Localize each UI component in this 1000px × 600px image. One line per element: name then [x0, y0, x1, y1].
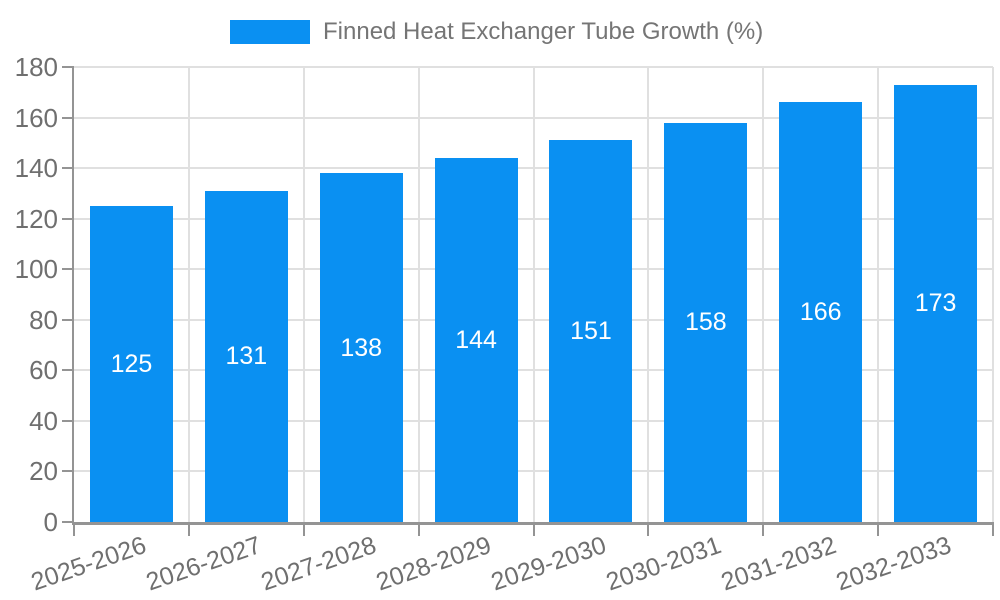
y-axis-label: 20 [29, 456, 58, 487]
y-axis-label: 40 [29, 405, 58, 436]
bar-value-label: 144 [455, 326, 497, 354]
y-axis-tick [62, 167, 74, 170]
bar-value-label: 138 [340, 333, 383, 362]
y-axis-line [72, 67, 74, 522]
x-gridline [532, 67, 535, 522]
bar[interactable] [664, 122, 748, 522]
y-axis-tick [62, 369, 74, 372]
bar-value-label: 151 [570, 317, 612, 346]
y-axis-label: 60 [29, 355, 58, 386]
bar-value-label: 125 [110, 350, 153, 378]
x-gridline [762, 67, 765, 522]
bar[interactable] [779, 102, 863, 522]
bar[interactable] [549, 140, 633, 522]
y-axis-label: 120 [14, 203, 58, 234]
y-axis-tick [62, 318, 74, 321]
y-axis-tick [62, 521, 74, 523]
x-axis-tick [532, 522, 535, 536]
y-axis-label: 180 [14, 52, 58, 82]
bar-value-label: 166 [799, 298, 842, 327]
bar-value-label: 131 [225, 342, 268, 371]
legend-label: Finned Heat Exchanger Tube Growth (%) [323, 18, 764, 45]
x-axis-tick [302, 522, 305, 536]
x-gridline [877, 67, 880, 522]
y-axis-label: 140 [14, 153, 58, 184]
x-axis-tick [877, 522, 880, 536]
y-axis-tick [62, 419, 74, 422]
x-axis-tick [73, 522, 75, 536]
x-axis-tick [992, 522, 994, 536]
bar[interactable] [894, 84, 978, 522]
x-axis-line [72, 522, 993, 525]
x-gridline [417, 67, 420, 522]
bar[interactable] [204, 190, 288, 522]
y-axis-tick [62, 66, 74, 68]
bar[interactable] [89, 206, 173, 522]
y-axis-label: 100 [14, 254, 58, 285]
bar[interactable] [319, 173, 403, 522]
y-axis-label: 0 [43, 507, 58, 537]
x-gridline [302, 67, 305, 522]
y-axis-label: 160 [14, 102, 58, 133]
x-axis-tick [762, 522, 765, 536]
x-gridline [992, 67, 994, 522]
bar-value-label: 173 [914, 289, 957, 318]
y-axis-tick [62, 268, 74, 271]
x-axis-tick [187, 522, 190, 536]
x-gridline [187, 67, 190, 522]
bar-value-label: 158 [684, 308, 727, 337]
y-axis-tick [62, 470, 74, 473]
x-gridline [647, 67, 650, 522]
legend-swatch [230, 20, 310, 44]
bar[interactable] [434, 158, 518, 522]
x-axis-tick [417, 522, 420, 536]
y-axis-tick [62, 217, 74, 220]
legend-item[interactable]: Finned Heat Exchanger Tube Growth (%) [230, 18, 763, 46]
y-axis-tick [62, 116, 74, 119]
y-axis-label: 80 [29, 304, 58, 335]
x-axis-tick [647, 522, 650, 536]
